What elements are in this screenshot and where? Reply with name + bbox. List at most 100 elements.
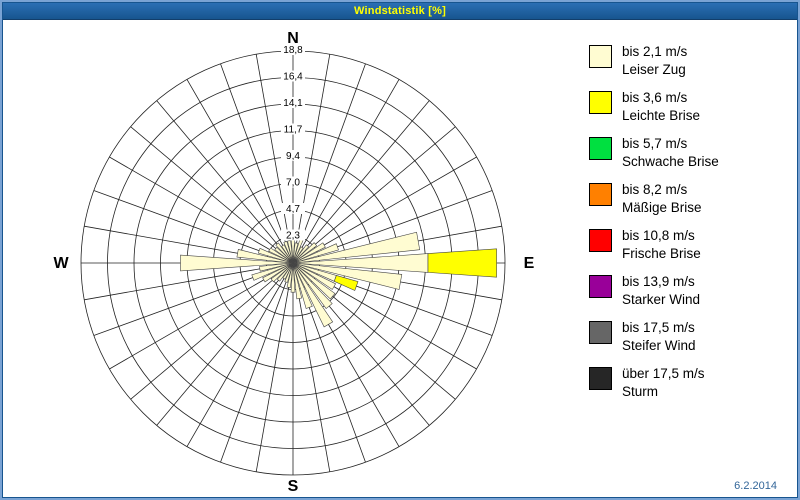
legend-item: bis 8,2 m/s Mäßige Brise: [589, 181, 719, 227]
ring-label: 2,3: [286, 231, 300, 242]
legend-swatch-icon: [589, 229, 612, 252]
legend-wind-name: Frische Brise: [622, 246, 701, 261]
legend-label: über 17,5 m/s Sturm: [622, 365, 705, 401]
ring-label: 7,0: [286, 178, 300, 189]
ring-label-bg: [281, 123, 305, 135]
legend-swatch-icon: [589, 91, 612, 114]
grid-spoke: [292, 63, 366, 264]
legend-swatch-icon: [589, 45, 612, 68]
ring-label-bg: [281, 229, 305, 241]
legend-speed-label: bis 17,5 m/s: [622, 320, 695, 335]
wind-petal-50deg: [292, 242, 318, 264]
wind-petal-300deg: [268, 247, 294, 264]
wind-petal-70deg: [292, 243, 339, 264]
ring-label-bg: [281, 150, 305, 161]
legend: bis 2,1 m/s Leiser Zug bis 3,6 m/s Leichte …: [589, 43, 719, 411]
grid-spoke: [130, 262, 294, 400]
ring-label: 16,4: [283, 72, 303, 83]
legend-speed-label: über 17,5 m/s: [622, 366, 705, 381]
wind-petal-120deg: [292, 262, 337, 290]
legend-speed-label: bis 10,8 m/s: [622, 228, 695, 243]
legend-wind-name: Leichte Brise: [622, 108, 701, 123]
ring-label-bg: [281, 44, 305, 55]
wind-petal-140deg: [292, 262, 333, 310]
compass-label-e: E: [524, 255, 535, 272]
legend-label: bis 8,2 m/s Mäßige Brise: [622, 181, 702, 217]
grid-spoke: [156, 262, 294, 426]
ring-label: 18,8: [283, 45, 303, 56]
wind-petal-340deg: [283, 240, 294, 264]
wind-petal-30deg: [292, 246, 304, 264]
wind-petal-240deg: [262, 262, 294, 283]
ring-label-bg: [281, 203, 305, 214]
wind-petal-230deg: [270, 262, 294, 283]
wind-petal-40deg: [292, 244, 310, 264]
wind-petal-210deg: [282, 262, 294, 280]
title-bar: Windstatistik [%]: [3, 3, 797, 20]
legend-swatch-icon: [589, 275, 612, 298]
legend-wind-name: Leiser Zug: [622, 62, 686, 77]
legend-item: bis 3,6 m/s Leichte Brise: [589, 89, 719, 135]
legend-swatch-icon: [589, 367, 612, 390]
wind-petal-280deg: [236, 249, 294, 264]
legend-label: bis 5,7 m/s Schwache Brise: [622, 135, 719, 171]
ring-label: 14,1: [283, 98, 303, 109]
ring-label-bg: [281, 70, 305, 82]
wind-petal-180deg: [290, 262, 296, 293]
ring-label: 4,7: [286, 204, 300, 215]
legend-wind-name: Steifer Wind: [622, 338, 696, 353]
ring-label-bg: [281, 176, 305, 188]
wind-petal-130deg: [292, 262, 336, 300]
wind-petal-100deg: [292, 262, 403, 290]
grid-spoke: [255, 54, 294, 264]
legend-item: bis 5,7 m/s Schwache Brise: [589, 135, 719, 181]
grid-spoke: [156, 100, 294, 264]
window-title: Windstatistik [%]: [354, 5, 446, 17]
grid-spoke: [255, 262, 294, 472]
wind-petal-310deg: [274, 246, 294, 264]
grid-spoke: [186, 262, 294, 447]
wind-petal-160deg: [292, 262, 313, 309]
legend-wind-name: Sturm: [622, 384, 659, 399]
legend-speed-label: bis 5,7 m/s: [622, 136, 688, 151]
wind-petal-220deg: [276, 262, 294, 282]
compass-label-w: W: [53, 255, 69, 272]
ring-label: 9,4: [286, 151, 300, 162]
legend-label: bis 13,9 m/s Starker Wind: [622, 273, 700, 309]
grid-spoke: [220, 262, 294, 463]
legend-swatch-icon: [589, 321, 612, 344]
wind-petal-110deg: [333, 275, 359, 291]
wind-petal-260deg: [259, 262, 294, 272]
grid-spoke: [109, 262, 294, 370]
wind-petal-330deg: [281, 244, 294, 264]
wind-petal-80deg: [292, 231, 421, 264]
legend-speed-label: bis 8,2 m/s: [622, 182, 688, 197]
wind-petal-150deg: [292, 262, 334, 328]
wind-petal-250deg: [251, 262, 294, 281]
legend-label: bis 17,5 m/s Steifer Wind: [622, 319, 696, 355]
legend-item: bis 2,1 m/s Leiser Zug: [589, 43, 719, 89]
wind-petal-290deg: [257, 247, 294, 264]
grid-spoke: [292, 126, 456, 264]
wind-petal-320deg: [275, 242, 294, 264]
legend-wind-name: Starker Wind: [622, 292, 701, 307]
grid-spoke: [109, 156, 294, 264]
legend-item: bis 17,5 m/s Steifer Wind: [589, 319, 719, 365]
wind-rose-chart: 2,3 4,7 7,0 9,4 11,7 14,1 16,4 18,8N S W E: [53, 30, 535, 495]
legend-item: bis 10,8 m/s Frische Brise: [589, 227, 719, 273]
wind-petal-90deg: [427, 248, 497, 278]
compass-label-s: S: [288, 478, 299, 495]
legend-label: bis 3,6 m/s Leichte Brise: [622, 89, 700, 125]
legend-label: bis 2,1 m/s Leiser Zug: [622, 43, 687, 79]
ring-label: 11,7: [284, 125, 303, 136]
grid-spoke: [130, 126, 294, 264]
date-label: 6.2.2014: [734, 480, 777, 492]
legend-item: über 17,5 m/s Sturm: [589, 365, 719, 411]
grid-spoke: [220, 63, 294, 264]
grid-spoke: [292, 54, 331, 264]
wind-petal-170deg: [292, 262, 303, 300]
legend-wind-name: Mäßige Brise: [622, 200, 702, 215]
legend-swatch-icon: [589, 183, 612, 206]
wind-petal-60deg: [292, 242, 326, 264]
